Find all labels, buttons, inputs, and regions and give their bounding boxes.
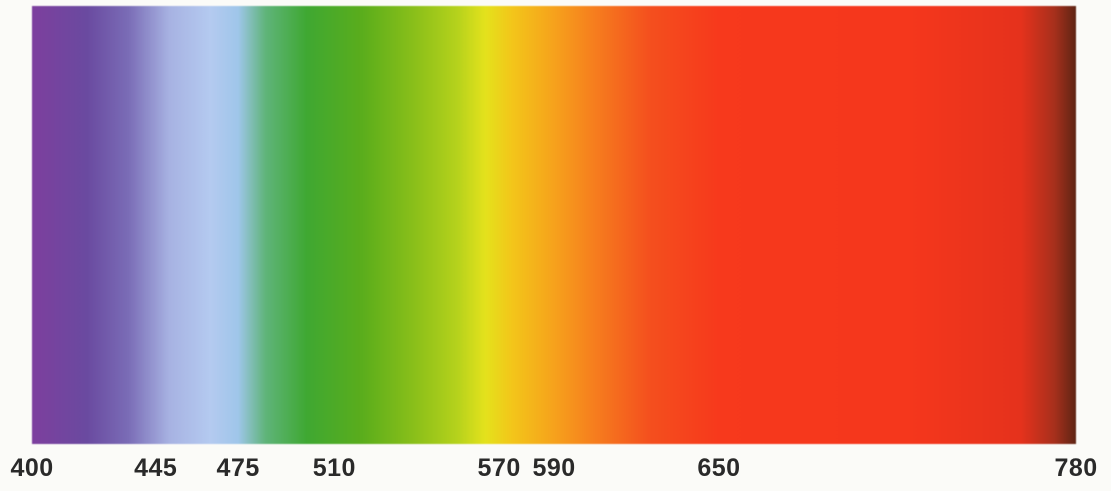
tick-label-590: 590 (532, 454, 576, 482)
spectrum-band (32, 6, 1076, 444)
tick-label-445: 445 (134, 454, 178, 482)
tick-label-510: 510 (312, 454, 356, 482)
spectrum-gradient-rect (32, 6, 1076, 444)
wavelength-tick-axis: 400 445 475 510 570 590 650 780 (0, 448, 1111, 488)
tick-label-650: 650 (697, 454, 741, 482)
tick-label-400: 400 (10, 454, 54, 482)
tick-label-780: 780 (1054, 454, 1098, 482)
tick-label-475: 475 (216, 454, 260, 482)
tick-label-570: 570 (477, 454, 521, 482)
